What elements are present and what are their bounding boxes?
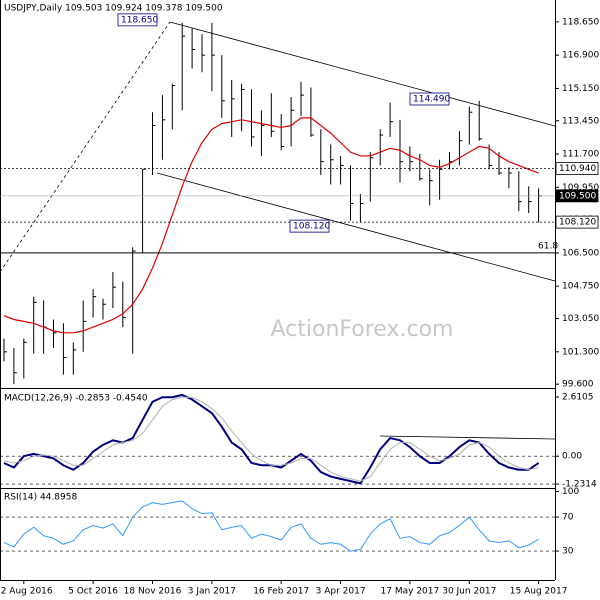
y-tick-label: 113.450 — [562, 116, 599, 126]
x-tick-label: 3 Apr 2017 — [316, 587, 366, 597]
channel-line — [156, 172, 556, 282]
y-tick-label: 99.600 — [562, 380, 594, 390]
y-tick-label: 115.150 — [562, 84, 599, 94]
x-tick-label: 17 May 2017 — [381, 587, 440, 597]
moving-average — [3, 117, 539, 334]
chart-title: USDJPY,Daily 109.503 109.924 109.378 109… — [4, 4, 223, 14]
annotation-box — [289, 219, 330, 233]
y-tick-label: 70 — [562, 513, 574, 523]
x-tick-label: 22 Aug 2016 — [0, 587, 53, 597]
panel-title: MACD(12,26,9) -0.2853 -0.4540 — [4, 394, 148, 404]
y-tick-label: 101.300 — [562, 347, 599, 357]
y-tick-label: -1.2314 — [562, 480, 597, 490]
level-box — [555, 189, 599, 203]
y-tick-label: 30 — [562, 547, 574, 557]
x-tick-label: 30 Jun 2017 — [442, 587, 496, 597]
y-tick-label: 118.650 — [562, 17, 599, 27]
level-label: 110.940 — [559, 164, 596, 174]
indicator-line — [3, 500, 539, 552]
annotation-box — [409, 92, 450, 106]
y-tick-label: 2.6105 — [562, 393, 594, 403]
x-tick-label: 15 Aug 2017 — [510, 587, 568, 597]
macd-resistance — [379, 435, 556, 440]
y-tick-label: 109.950 — [562, 183, 599, 193]
x-tick-label: 3 Jan 2017 — [188, 587, 236, 597]
y-tick-label: 111.700 — [562, 150, 599, 160]
annotation-box — [117, 13, 158, 27]
y-tick-label: 0.00 — [562, 452, 582, 462]
y-tick-label: 116.900 — [562, 51, 599, 61]
trend-line — [0, 21, 171, 273]
y-tick-label: 104.750 — [562, 282, 599, 292]
x-tick-label: 18 Nov 2016 — [124, 587, 182, 597]
panel-title: RSI(14) 44.8958 — [4, 493, 77, 503]
channel-line — [169, 21, 556, 127]
fib-label: 61.8 — [538, 241, 558, 251]
annotation-label: 118.650 — [121, 15, 158, 25]
y-tick-label: 100 — [562, 487, 579, 497]
annotation-label: 108.120 — [293, 222, 330, 232]
y-tick-label: 106.500 — [562, 248, 599, 258]
level-box — [555, 162, 599, 175]
x-tick-label: 5 Oct 2016 — [68, 587, 118, 597]
y-tick-label: 103.050 — [562, 314, 599, 324]
indicator-line — [3, 396, 539, 482]
watermark: ActionForex.com — [271, 317, 454, 342]
level-label: 108.120 — [559, 218, 596, 228]
level-box — [555, 215, 599, 229]
annotation-label: 114.490 — [413, 94, 450, 104]
level-label: 109.500 — [559, 191, 596, 201]
x-tick-label: 16 Feb 2017 — [253, 587, 309, 597]
